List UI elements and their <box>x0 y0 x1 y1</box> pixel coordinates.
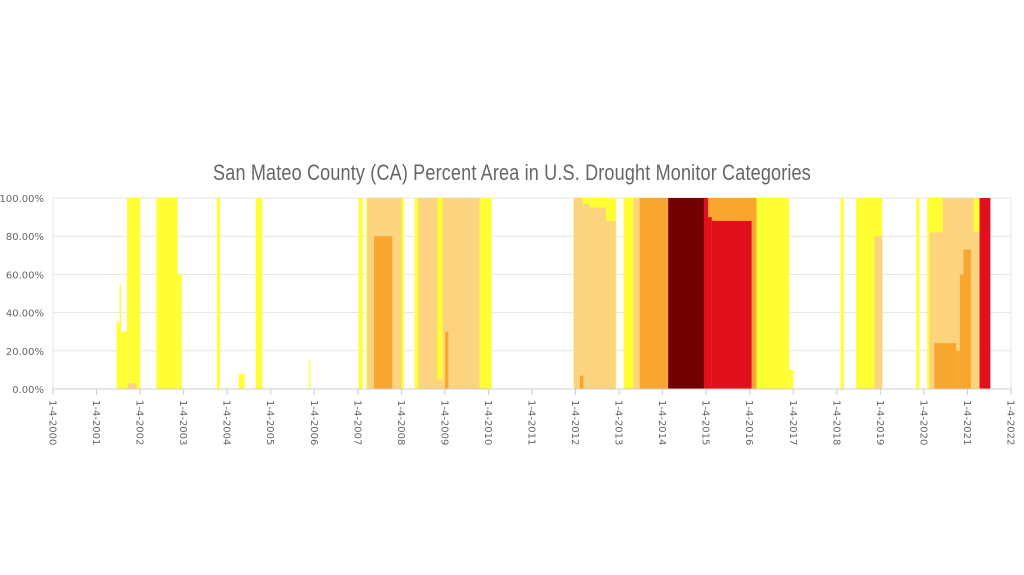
x-tick-label: 1-4-2003 <box>177 400 188 445</box>
x-tick-label: 1-4-2008 <box>395 400 406 445</box>
area-segment-d1 <box>418 198 438 389</box>
area-segment-d0 <box>789 369 794 389</box>
area-segment-d0 <box>121 331 127 389</box>
x-tick-label: 1-4-2014 <box>656 400 667 445</box>
chart-title: San Mateo County (CA) Percent Area in U.… <box>213 160 811 185</box>
y-tick-label: 80.00% <box>6 232 44 243</box>
area-segment-d1 <box>874 236 883 389</box>
area-segment-d2 <box>934 343 957 389</box>
x-tick-label: 1-4-2002 <box>134 400 145 445</box>
area-segment-d0 <box>216 198 221 389</box>
area-segment-d2 <box>374 236 393 389</box>
y-tick-label: 20.00% <box>6 347 44 358</box>
area-segment-d1 <box>973 232 980 389</box>
area-segment-d1 <box>573 198 583 389</box>
area-segment-d0 <box>126 198 141 389</box>
area-segment-d2 <box>579 375 584 389</box>
x-tick-label: 1-4-2009 <box>438 400 449 445</box>
area-segment-d0 <box>116 322 120 389</box>
x-tick-label: 1-4-2013 <box>613 400 624 445</box>
area-segment-d2 <box>959 274 964 389</box>
x-tick-label: 1-4-2011 <box>526 400 537 445</box>
x-tick-label: 1-4-2017 <box>787 400 798 445</box>
area-segment-d2 <box>445 331 449 389</box>
area-segment-d0 <box>916 198 920 389</box>
area-segment-d0 <box>156 198 178 389</box>
x-tick-label: 1-4-2006 <box>308 400 319 445</box>
x-tick-label: 1-4-2012 <box>569 400 580 445</box>
x-tick-label: 1-4-2000 <box>47 400 58 445</box>
x-tick-label: 1-4-2007 <box>351 400 362 445</box>
area-segment-d0 <box>358 198 363 389</box>
x-tick-label: 1-4-2020 <box>917 400 928 445</box>
area-segment-d1 <box>589 207 606 389</box>
area-segment-d2 <box>963 249 971 389</box>
area-segment-d0 <box>119 283 122 389</box>
area-segment-d0 <box>238 373 245 389</box>
x-tick-label: 1-4-2010 <box>482 400 493 445</box>
area-segment-d4 <box>668 198 704 389</box>
area-segment-d2 <box>956 350 960 389</box>
area-segment-d3 <box>708 217 712 389</box>
x-tick-label: 1-4-2004 <box>221 400 232 445</box>
area-segment-d3 <box>711 220 752 389</box>
area-segment-d3 <box>979 198 991 389</box>
x-tick-label: 1-4-2015 <box>700 400 711 445</box>
area-segment-d1 <box>605 220 616 389</box>
y-tick-label: 0.00% <box>12 385 44 396</box>
area-segment-d0 <box>308 360 311 389</box>
area-segment-d0 <box>177 274 182 389</box>
x-tick-label: 1-4-2001 <box>90 400 101 445</box>
x-tick-label: 1-4-2019 <box>874 400 885 445</box>
x-tick-label: 1-4-2022 <box>1005 400 1016 445</box>
area-segment-d1 <box>582 203 590 389</box>
y-tick-label: 40.00% <box>6 309 44 320</box>
area-segment-d0 <box>255 198 263 389</box>
x-tick-label: 1-4-2021 <box>961 400 972 445</box>
area-segment-d0 <box>840 198 844 389</box>
y-tick-label: 100.00% <box>0 194 44 205</box>
x-tick-label: 1-4-2016 <box>743 400 754 445</box>
y-tick-label: 60.00% <box>6 270 44 281</box>
area-segment-d1 <box>437 379 443 389</box>
x-tick-label: 1-4-2005 <box>264 400 275 445</box>
area-segment-d1 <box>442 198 480 389</box>
area-segment-d1 <box>127 383 137 389</box>
x-tick-label: 1-4-2018 <box>830 400 841 445</box>
